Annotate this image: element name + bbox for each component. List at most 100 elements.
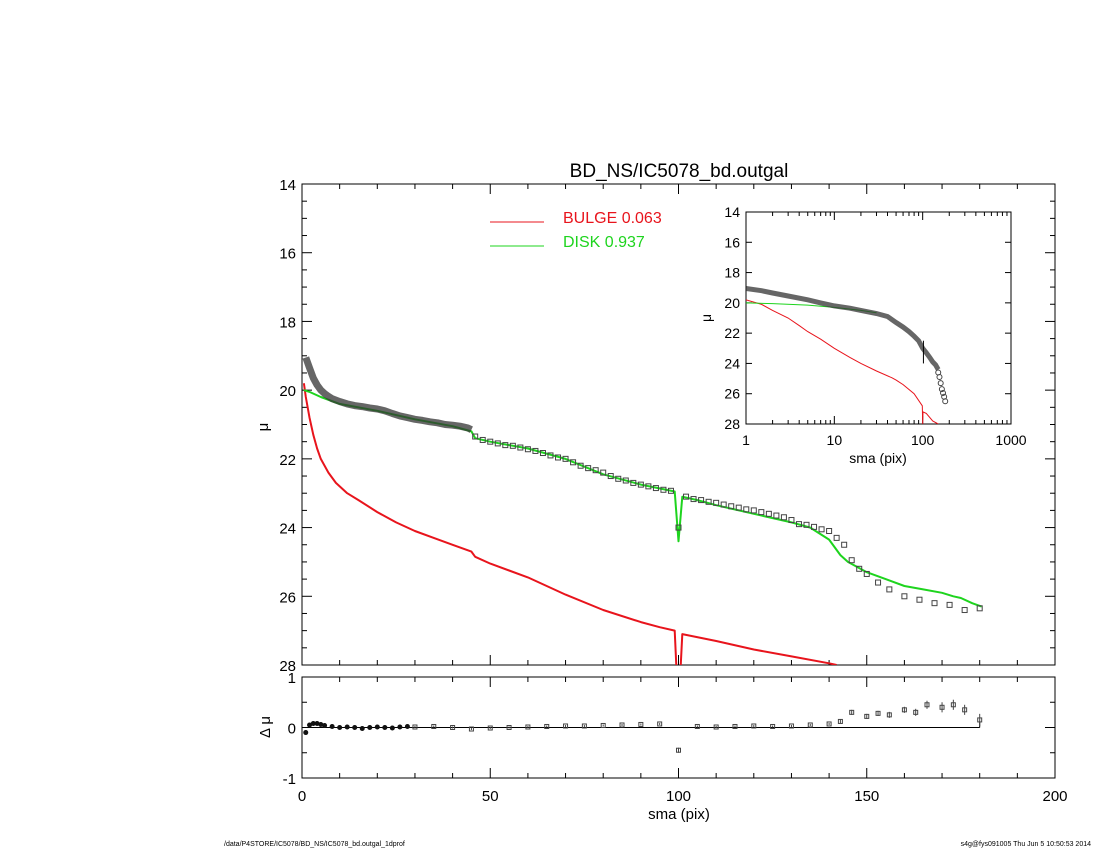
residual-point	[886, 712, 892, 718]
inset-data	[746, 286, 949, 424]
data-point	[765, 510, 772, 517]
data-point	[961, 607, 968, 614]
y-tick-label: 26	[724, 386, 740, 402]
y-tick-label: 22	[724, 325, 740, 341]
data-point	[713, 499, 720, 506]
y-tick-label: 24	[724, 355, 740, 371]
data-point	[728, 503, 735, 510]
residual-point	[431, 723, 437, 729]
residual-point	[303, 730, 309, 736]
y-tick-label: 22	[279, 452, 296, 469]
data-point	[494, 440, 501, 447]
data-point	[509, 442, 516, 449]
data-point	[585, 465, 592, 472]
footer-timestamp: s4g@fys091005 Thu Jun 5 10:50:53 2014	[960, 841, 1091, 848]
main-data	[302, 356, 983, 665]
data-point	[795, 521, 802, 528]
data-point	[848, 557, 855, 564]
inset-data-point	[938, 386, 945, 393]
residual-point	[875, 710, 881, 716]
residual-point	[600, 722, 606, 728]
data-point	[517, 444, 524, 451]
data-point	[863, 570, 870, 577]
data-point	[818, 526, 825, 533]
y-tick-label: 14	[279, 177, 296, 194]
data-point	[931, 600, 938, 607]
data-point	[652, 485, 659, 492]
data-point	[803, 521, 810, 528]
legend-label-disk: DISK 0.937	[563, 234, 645, 251]
inset-data-point	[942, 398, 949, 405]
series-bulge	[302, 383, 837, 665]
data-point	[773, 512, 780, 519]
x-tick-label: 150	[854, 788, 879, 805]
inset-panel: 14 16 18 20 22 24 26 281 10 100 1000 sma (pix) μ	[698, 204, 1027, 466]
x-tick-label: 0	[298, 788, 306, 805]
y-tick-label: 28	[724, 416, 740, 432]
residual-point	[619, 722, 625, 728]
residual-point	[751, 723, 757, 729]
data-point	[675, 524, 682, 531]
residual-point	[487, 725, 493, 731]
residual-point	[359, 726, 365, 732]
y-tick-label: 28	[279, 658, 296, 675]
y-tick-label: 20	[724, 295, 740, 311]
inset-data-point	[937, 380, 944, 387]
residual-point	[468, 726, 474, 732]
residual-point	[837, 718, 843, 724]
inset-frame	[745, 211, 1012, 425]
x-axis-label: sma (pix)	[648, 806, 710, 823]
residual-point	[450, 725, 456, 730]
residual-point	[864, 713, 870, 719]
data-point	[600, 469, 607, 476]
residual-point	[318, 721, 324, 727]
data-point	[743, 506, 750, 513]
y-tick-label: 16	[724, 234, 740, 250]
x-tick-label: 1000	[995, 432, 1026, 448]
data-point	[570, 459, 577, 466]
residual-point	[676, 747, 681, 753]
chart-title: BD_NS/IC5078_bd.outgal	[570, 161, 789, 182]
data-point	[637, 481, 644, 488]
data-point	[607, 473, 614, 480]
data-point	[487, 438, 494, 445]
residual-point	[713, 724, 719, 730]
data-point	[645, 483, 652, 490]
y-axis-label: μ	[255, 423, 272, 432]
residual-point	[344, 724, 350, 730]
residual-point	[732, 723, 738, 729]
data-point	[698, 497, 705, 504]
residual-point	[367, 725, 373, 730]
data-point	[758, 509, 765, 516]
data-point	[916, 596, 923, 603]
residual-point	[563, 723, 569, 729]
data-point	[592, 467, 599, 474]
footer-file-path: /data/P4STORE/IC5078/BD_NS/IC5078_bd.out…	[224, 841, 405, 848]
residual-point	[924, 702, 930, 708]
data-point	[705, 498, 712, 505]
inset-series-bulge	[746, 299, 939, 424]
data-point	[856, 565, 863, 572]
data-point	[660, 486, 667, 493]
data-point	[615, 475, 622, 482]
residual-point	[506, 725, 512, 730]
data-point	[562, 455, 569, 462]
inset-data-point	[940, 389, 947, 396]
data-point	[577, 462, 584, 469]
data-point	[720, 501, 727, 508]
residual-point	[638, 721, 644, 727]
residual-point	[337, 725, 343, 730]
y-tick-label: 24	[279, 521, 296, 538]
data-point	[841, 541, 848, 548]
residual-point	[352, 725, 358, 730]
residual-point	[770, 723, 776, 729]
data-point	[690, 496, 697, 503]
data-point	[811, 523, 818, 530]
residual-point	[525, 724, 531, 730]
data-point	[683, 493, 690, 500]
residual-point	[397, 724, 403, 730]
main-profile-panel: 14 16 18 20 22 24 26 28 μ	[255, 177, 1056, 675]
residual-point	[901, 707, 907, 713]
y-tick-label: 16	[279, 246, 296, 263]
